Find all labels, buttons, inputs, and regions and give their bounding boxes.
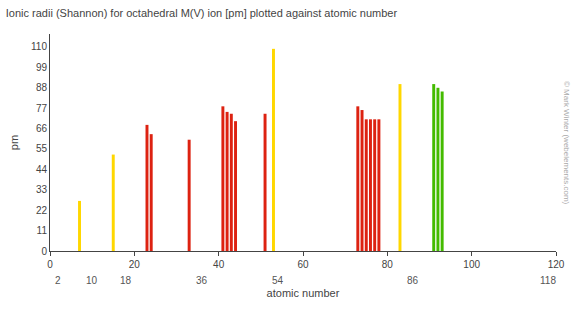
svg-text:22: 22 — [36, 205, 48, 216]
svg-text:55: 55 — [36, 143, 48, 154]
svg-text:80: 80 — [382, 259, 394, 270]
svg-text:86: 86 — [407, 275, 419, 286]
svg-text:0: 0 — [41, 246, 47, 257]
svg-text:atomic number: atomic number — [267, 287, 340, 299]
svg-text:0: 0 — [47, 259, 53, 270]
svg-text:110: 110 — [31, 41, 47, 52]
svg-text:© Mark Winter (webelements.com: © Mark Winter (webelements.com) — [562, 81, 571, 205]
svg-text:88: 88 — [36, 82, 48, 93]
svg-text:33: 33 — [36, 184, 48, 195]
svg-text:36: 36 — [196, 275, 208, 286]
svg-text:Ionic radii (Shannon) for octa: Ionic radii (Shannon) for octahedral M(V… — [6, 7, 398, 19]
svg-text:pm: pm — [8, 135, 20, 150]
svg-text:118: 118 — [540, 275, 556, 286]
svg-text:2: 2 — [55, 275, 61, 286]
svg-text:100: 100 — [463, 259, 480, 270]
svg-text:120: 120 — [548, 259, 565, 270]
svg-text:10: 10 — [86, 275, 98, 286]
svg-text:66: 66 — [36, 123, 48, 134]
svg-text:44: 44 — [36, 164, 48, 175]
svg-text:77: 77 — [36, 103, 48, 114]
svg-text:20: 20 — [129, 259, 141, 270]
svg-text:11: 11 — [37, 225, 48, 236]
svg-text:18: 18 — [120, 275, 132, 286]
svg-text:99: 99 — [36, 62, 48, 73]
svg-text:60: 60 — [297, 259, 309, 270]
svg-text:40: 40 — [213, 259, 225, 270]
svg-text:54: 54 — [272, 275, 284, 286]
